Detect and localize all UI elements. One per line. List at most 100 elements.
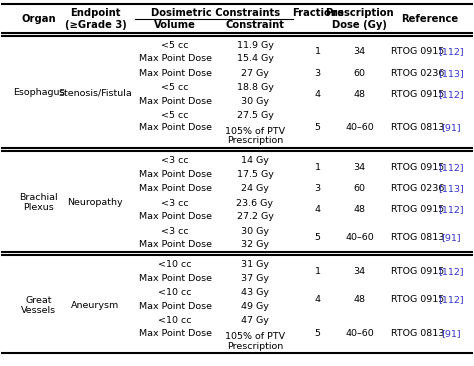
Text: 40–60: 40–60: [345, 329, 374, 338]
Text: 27.5 Gy: 27.5 Gy: [237, 111, 273, 120]
Text: Max Point Dose: Max Point Dose: [139, 184, 212, 193]
Text: [112]: [112]: [438, 205, 464, 214]
Text: Organ: Organ: [21, 14, 56, 24]
Text: Max Point Dose: Max Point Dose: [139, 97, 212, 105]
Text: Max Point Dose: Max Point Dose: [139, 69, 212, 78]
Text: Max Point Dose: Max Point Dose: [139, 329, 212, 338]
Text: <5 cc: <5 cc: [162, 41, 189, 50]
Text: RTOG 0915: RTOG 0915: [391, 205, 444, 214]
Text: <3 cc: <3 cc: [161, 156, 189, 165]
Text: Prescription: Prescription: [227, 342, 283, 351]
Text: Constraint: Constraint: [226, 20, 284, 30]
Text: 40–60: 40–60: [345, 233, 374, 242]
Text: <10 cc: <10 cc: [158, 316, 192, 325]
Text: Max Point Dose: Max Point Dose: [139, 212, 212, 221]
Text: 105% of PTV: 105% of PTV: [225, 332, 285, 341]
Text: <3 cc: <3 cc: [161, 227, 189, 236]
Text: 60: 60: [354, 69, 365, 78]
Text: 40–60: 40–60: [345, 123, 374, 132]
Text: Prescription: Prescription: [325, 8, 394, 18]
Text: 14 Gy: 14 Gy: [241, 156, 269, 165]
Text: RTOG 0915: RTOG 0915: [391, 163, 444, 172]
Text: Dosimetric Constraints: Dosimetric Constraints: [151, 8, 280, 18]
Text: 32 Gy: 32 Gy: [241, 240, 269, 249]
Text: (≥Grade 3): (≥Grade 3): [64, 20, 126, 30]
Text: Prescription: Prescription: [227, 137, 283, 146]
Text: [113]: [113]: [438, 69, 464, 78]
Text: Max Point Dose: Max Point Dose: [139, 54, 212, 63]
Text: Great
Vessels: Great Vessels: [21, 296, 56, 315]
Text: 48: 48: [354, 90, 365, 99]
Text: [91]: [91]: [442, 329, 461, 338]
Text: [112]: [112]: [438, 267, 464, 276]
Text: 34: 34: [354, 48, 366, 56]
Text: Aneurysm: Aneurysm: [71, 301, 119, 310]
Text: RTOG 0236: RTOG 0236: [391, 184, 444, 193]
Text: 1: 1: [315, 163, 321, 172]
Text: 37 Gy: 37 Gy: [241, 274, 269, 283]
Text: Neuropathy: Neuropathy: [68, 198, 123, 207]
Text: 49 Gy: 49 Gy: [241, 302, 269, 311]
Text: [112]: [112]: [438, 90, 464, 99]
Text: Brachial
Plexus: Brachial Plexus: [19, 193, 58, 212]
Text: RTOG 0813: RTOG 0813: [391, 233, 444, 242]
Text: Endpoint: Endpoint: [70, 8, 121, 18]
Text: 34: 34: [354, 163, 366, 172]
Text: Stenosis/Fistula: Stenosis/Fistula: [59, 88, 132, 97]
Text: [112]: [112]: [438, 48, 464, 56]
Text: 24 Gy: 24 Gy: [241, 184, 269, 193]
Text: Reference: Reference: [401, 14, 458, 24]
Text: [113]: [113]: [438, 184, 464, 193]
Text: <3 cc: <3 cc: [161, 199, 189, 208]
Text: RTOG 0813: RTOG 0813: [391, 123, 444, 132]
Text: Dose (Gy): Dose (Gy): [332, 20, 387, 30]
Text: Fractions: Fractions: [292, 8, 344, 18]
Text: 43 Gy: 43 Gy: [241, 288, 269, 297]
Text: 47 Gy: 47 Gy: [241, 316, 269, 325]
Text: 5: 5: [315, 123, 321, 132]
Text: RTOG 0915: RTOG 0915: [391, 267, 444, 276]
Text: Max Point Dose: Max Point Dose: [139, 123, 212, 132]
Text: 27 Gy: 27 Gy: [241, 69, 269, 78]
Text: RTOG 0915: RTOG 0915: [391, 48, 444, 56]
Text: 1: 1: [315, 267, 321, 276]
Text: Volume: Volume: [154, 20, 196, 30]
Text: 3: 3: [315, 69, 321, 78]
Text: RTOG 0915: RTOG 0915: [391, 295, 444, 304]
Text: <10 cc: <10 cc: [158, 261, 192, 269]
Text: 11.9 Gy: 11.9 Gy: [237, 41, 273, 50]
Text: Max Point Dose: Max Point Dose: [139, 302, 212, 311]
Text: 23.6 Gy: 23.6 Gy: [237, 199, 273, 208]
Text: RTOG 0915: RTOG 0915: [391, 90, 444, 99]
Text: [91]: [91]: [442, 233, 461, 242]
Text: 30 Gy: 30 Gy: [241, 97, 269, 105]
Text: [112]: [112]: [438, 295, 464, 304]
Text: 5: 5: [315, 329, 321, 338]
Text: Max Point Dose: Max Point Dose: [139, 240, 212, 249]
Text: [112]: [112]: [438, 163, 464, 172]
Text: 30 Gy: 30 Gy: [241, 227, 269, 236]
Text: 105% of PTV: 105% of PTV: [225, 127, 285, 136]
Text: 31 Gy: 31 Gy: [241, 261, 269, 269]
Text: 48: 48: [354, 295, 365, 304]
Text: 5: 5: [315, 233, 321, 242]
Text: [91]: [91]: [442, 123, 461, 132]
Text: 48: 48: [354, 205, 365, 214]
Text: 18.8 Gy: 18.8 Gy: [237, 83, 273, 92]
Text: Max Point Dose: Max Point Dose: [139, 274, 212, 283]
Text: Esophagus: Esophagus: [13, 88, 64, 97]
Text: 34: 34: [354, 267, 366, 276]
Text: 4: 4: [315, 295, 321, 304]
Text: <5 cc: <5 cc: [162, 111, 189, 120]
Text: Max Point Dose: Max Point Dose: [139, 170, 212, 179]
Text: 4: 4: [315, 205, 321, 214]
Text: RTOG 0236: RTOG 0236: [391, 69, 444, 78]
Text: RTOG 0813: RTOG 0813: [391, 329, 444, 338]
Text: 1: 1: [315, 48, 321, 56]
Text: <10 cc: <10 cc: [158, 288, 192, 297]
Text: 15.4 Gy: 15.4 Gy: [237, 54, 273, 63]
Text: 4: 4: [315, 90, 321, 99]
Text: 3: 3: [315, 184, 321, 193]
Text: 17.5 Gy: 17.5 Gy: [237, 170, 273, 179]
Text: <5 cc: <5 cc: [162, 83, 189, 92]
